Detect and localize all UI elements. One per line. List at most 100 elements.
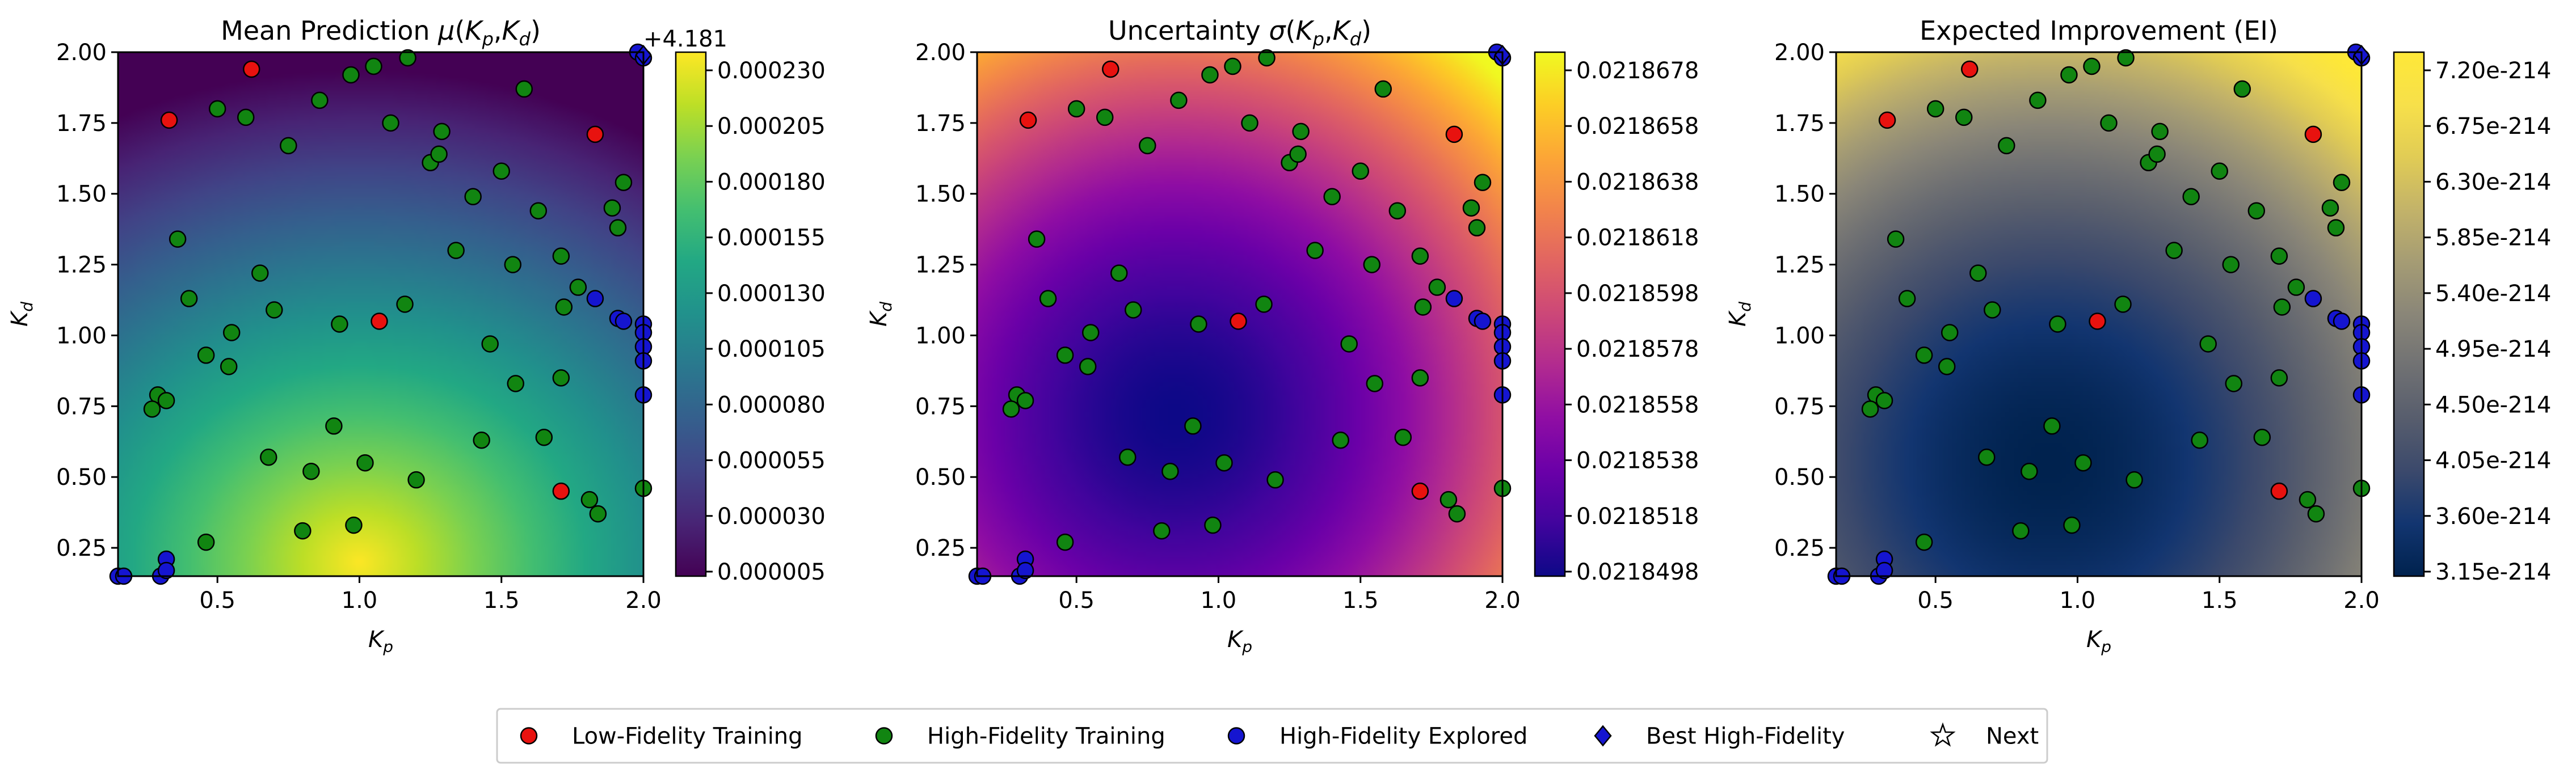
legend-star-icon (1930, 722, 1956, 747)
high-fidelity-point (1096, 108, 1114, 126)
high-fidelity-point (1292, 122, 1310, 141)
y-tick-label: 2.00 (1774, 40, 1825, 66)
high-fidelity-point (1306, 242, 1324, 259)
high-fidelity-point (1289, 145, 1307, 163)
y-tick-label: 1.25 (1774, 252, 1825, 278)
high-fidelity-point (535, 429, 553, 446)
high-fidelity-point (157, 392, 175, 409)
explored-point (614, 312, 633, 330)
chart-panel-1: 0.5 1.0 1.5 2.0 0.25 0.50 0.75 1.00 1.25 1.50 1.75… (7, 15, 826, 656)
legend-label: High-Fidelity Explored (1279, 724, 1527, 750)
high-fidelity-point (1184, 417, 1202, 435)
plot-frame (976, 51, 1504, 577)
high-fidelity-point (1323, 188, 1341, 205)
high-fidelity-point (1028, 230, 1046, 248)
high-fidelity-point (589, 505, 607, 523)
x-tick-label: 1.5 (1342, 588, 1379, 614)
high-fidelity-point (197, 533, 215, 551)
high-fidelity-point (2043, 417, 2061, 435)
y-axis-label: Kd (1725, 302, 1754, 327)
high-fidelity-point (1941, 324, 1959, 341)
explored-point (1445, 290, 1463, 307)
colorbar-tick-label: 0.000055 (717, 448, 826, 474)
high-fidelity-point (1258, 49, 1276, 67)
high-fidelity-point (399, 49, 416, 67)
y-tick-label: 0.50 (915, 464, 966, 491)
high-fidelity-point (2151, 122, 2169, 141)
high-fidelity-point (1201, 66, 1219, 84)
legend-item: Low-Fidelity Training (520, 724, 803, 750)
low-fidelity-point (1102, 60, 1119, 78)
high-fidelity-point (1366, 375, 1384, 392)
high-fidelity-point (197, 346, 215, 364)
high-fidelity-point (1170, 91, 1188, 109)
colorbar-tick-label: 6.75e-214 (2435, 113, 2551, 140)
high-fidelity-point (342, 66, 360, 84)
x-axis-label: Kp (368, 627, 393, 656)
high-fidelity-point (396, 295, 414, 313)
low-fidelity-point (1878, 111, 1896, 129)
colorbar-tick-label: 7.20e-214 (2435, 58, 2551, 84)
high-fidelity-point (2327, 219, 2345, 236)
high-fidelity-point (2299, 491, 2317, 509)
high-fidelity-point (447, 242, 465, 259)
colorbar-tick-label: 0.0218618 (1576, 225, 1699, 251)
high-fidelity-point (493, 162, 510, 180)
high-fidelity-point (2083, 57, 2101, 75)
colorbar-tick-label: 0.000105 (717, 336, 826, 362)
legend-label: High-Fidelity Training (927, 724, 1165, 750)
high-fidelity-point (2148, 145, 2166, 163)
x-tick-label: 2.0 (1484, 588, 1521, 614)
high-fidelity-point (1332, 432, 1349, 449)
legend-label: Next (1986, 724, 2039, 750)
y-tick-label: 0.75 (1774, 394, 1825, 420)
high-fidelity-point (2117, 49, 2135, 67)
colorbar-tick-label: 4.95e-214 (2435, 336, 2551, 362)
explored-point (2304, 290, 2322, 307)
y-tick-label: 1.50 (1774, 181, 1825, 208)
high-fidelity-point (433, 122, 451, 141)
high-fidelity-point (555, 298, 573, 316)
high-fidelity-point (331, 315, 348, 333)
legend-circle-icon (1227, 727, 1245, 745)
high-fidelity-point (1153, 522, 1171, 540)
y-tick-label: 0.75 (56, 394, 107, 420)
low-fidelity-point (1411, 482, 1429, 500)
chart-title: Expected Improvement (EI) (1920, 15, 2278, 46)
x-axis-label: Kp (1227, 627, 1252, 656)
high-fidelity-point (580, 491, 599, 509)
colorbar-tick-label: 0.000030 (717, 504, 826, 530)
high-fidelity-point (260, 448, 277, 466)
low-fidelity-point (586, 125, 604, 143)
high-fidelity-point (169, 230, 187, 248)
y-tick-label: 1.00 (1774, 323, 1825, 349)
high-fidelity-point (1374, 80, 1392, 98)
legend-diamond-icon (1594, 725, 1612, 747)
high-fidelity-point (1161, 462, 1179, 480)
colorbar-tick-label: 0.000130 (717, 281, 826, 307)
high-fidelity-point (1468, 219, 1486, 236)
plot-frame (117, 51, 645, 577)
high-fidelity-point (2333, 174, 2351, 192)
colorbar-tick-label: 0.000205 (717, 113, 826, 140)
colorbar (2393, 51, 2425, 577)
x-tick-label: 1.0 (2060, 588, 2096, 614)
high-fidelity-point (220, 358, 238, 375)
high-fidelity-point (365, 57, 382, 75)
high-fidelity-point (2247, 202, 2266, 219)
colorbar-tick-label: 0.0218538 (1576, 448, 1699, 474)
legend-item: High-Fidelity Explored (1227, 724, 1527, 750)
chart-panel-3: 0.5 1.0 1.5 2.0 0.25 0.50 0.75 1.00 1.25 1.50 1.75… (1725, 15, 2551, 656)
x-tick-label: 1.0 (1201, 588, 1237, 614)
high-fidelity-point (473, 432, 490, 449)
chart-panel-2: 0.5 1.0 1.5 2.0 0.25 0.50 0.75 1.00 1.25 1.50 1.75… (866, 15, 1699, 656)
high-fidelity-point (2060, 66, 2078, 84)
explored-point (1016, 561, 1034, 580)
high-fidelity-point (2114, 295, 2132, 313)
colorbar-tick-label: 0.000080 (717, 392, 826, 418)
high-fidelity-point (2100, 114, 2118, 132)
high-fidelity-point (302, 462, 320, 480)
colorbar (1534, 51, 1566, 577)
y-tick-label: 1.00 (56, 323, 107, 349)
